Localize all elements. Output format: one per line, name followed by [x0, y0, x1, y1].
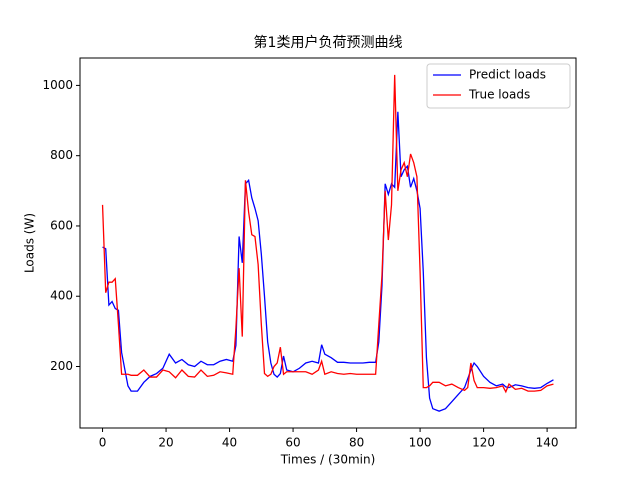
- x-tick-label: 40: [222, 436, 237, 450]
- x-tick-label: 20: [158, 436, 173, 450]
- y-tick-label: 1000: [42, 78, 73, 92]
- x-axis-label: Times / (30min): [280, 453, 376, 467]
- y-tick-label: 200: [50, 359, 73, 373]
- y-axis-label: Loads (W): [23, 213, 37, 273]
- x-tick-label: 120: [472, 436, 495, 450]
- y-tick-label: 800: [50, 148, 73, 162]
- x-tick-label: 80: [349, 436, 364, 450]
- x-tick-label: 0: [99, 436, 107, 450]
- x-tick-label: 140: [536, 436, 559, 450]
- legend-label: Predict loads: [469, 68, 546, 82]
- legend-label: True loads: [468, 88, 530, 102]
- plot-frame: [79, 57, 577, 429]
- legend-box: [426, 63, 571, 109]
- y-tick-label: 600: [50, 218, 73, 232]
- y-tick-label: 400: [50, 289, 73, 303]
- x-tick-label: 60: [285, 436, 300, 450]
- x-tick-label: 100: [409, 436, 432, 450]
- series-line: [102, 111, 554, 412]
- chart-title: 第1类用户负荷预测曲线: [254, 34, 403, 51]
- series-line: [101, 74, 554, 394]
